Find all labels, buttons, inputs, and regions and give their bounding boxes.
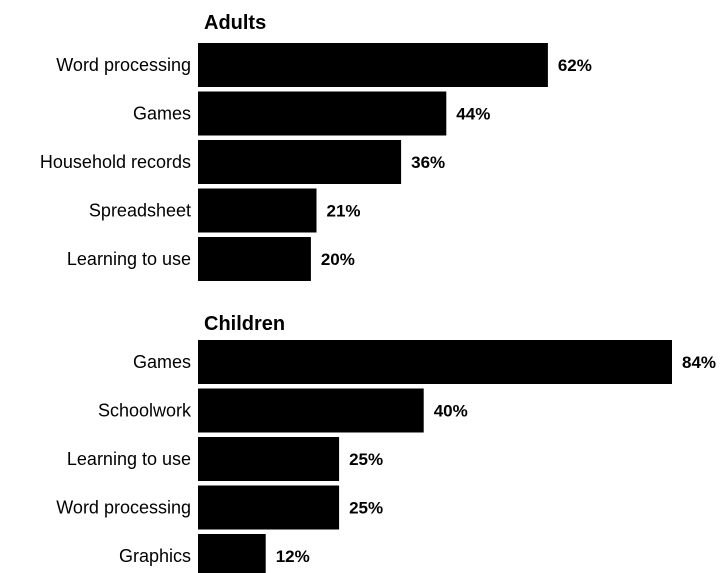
bar-games xyxy=(198,91,447,136)
category-label: Games xyxy=(133,104,191,124)
value-label: 44% xyxy=(456,105,490,124)
category-label: Learning to use xyxy=(67,449,191,469)
bar-word-processing xyxy=(198,485,340,530)
category-label: Word processing xyxy=(56,498,191,518)
category-label: Schoolwork xyxy=(98,401,192,421)
value-label: 25% xyxy=(349,450,383,469)
bar-word-processing xyxy=(198,43,548,87)
bar-graphics xyxy=(198,534,266,573)
value-label: 12% xyxy=(276,547,310,566)
panel-title-children: Children xyxy=(204,313,285,335)
value-label: 20% xyxy=(321,250,355,269)
value-label: 40% xyxy=(434,402,468,421)
panel-title-adults: Adults xyxy=(204,12,266,34)
category-label: Spreadsheet xyxy=(89,201,191,221)
category-label: Learning to use xyxy=(67,249,191,269)
value-label: 21% xyxy=(327,202,361,221)
category-label: Word processing xyxy=(56,55,191,75)
category-label: Graphics xyxy=(119,546,191,566)
bar-schoolwork xyxy=(198,388,424,433)
value-label: 62% xyxy=(558,56,592,75)
adults-bar-group: Word processing 62% Games 44% Household reco… xyxy=(40,43,592,281)
value-label: 25% xyxy=(349,499,383,518)
category-label: Games xyxy=(133,352,191,372)
bar-learning-to-use xyxy=(198,237,311,281)
value-label: 36% xyxy=(411,153,445,172)
bar-household-records xyxy=(198,140,402,184)
value-label: 84% xyxy=(682,353,716,372)
bar-games xyxy=(198,340,672,384)
category-label: Household records xyxy=(40,152,191,172)
children-bar-group: Games 84% Schoolwork 40% Learning to use 25% W… xyxy=(56,340,716,573)
bar-learning-to-use xyxy=(198,437,340,481)
bar-spreadsheet xyxy=(198,188,317,233)
